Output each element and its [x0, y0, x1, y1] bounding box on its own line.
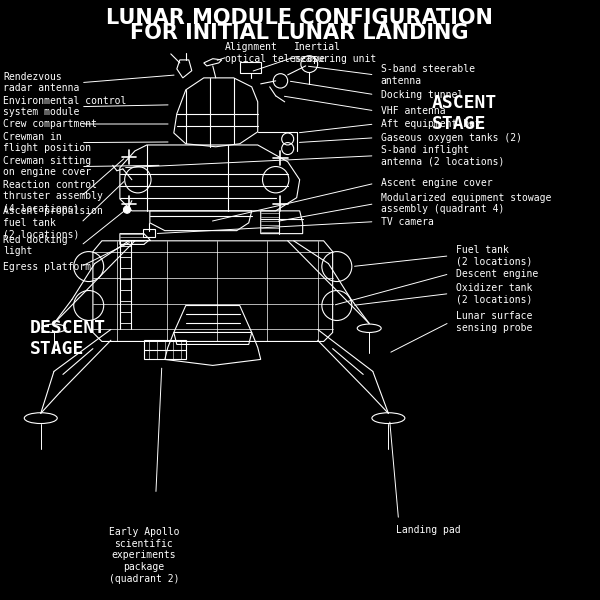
- Text: Crewman sitting
on engine cover: Crewman sitting on engine cover: [3, 156, 91, 178]
- Text: Red docking
light: Red docking light: [3, 235, 68, 256]
- Text: Rendezvous
radar antenna: Rendezvous radar antenna: [3, 72, 79, 94]
- Text: Fuel tank
(2 locations): Fuel tank (2 locations): [455, 245, 532, 266]
- Text: Docking tunnel: Docking tunnel: [380, 89, 463, 100]
- Text: Landing pad: Landing pad: [395, 525, 460, 535]
- Text: Alignment
optical telescope: Alignment optical telescope: [225, 42, 325, 64]
- Text: Reaction control
thruster assembly
(4 locations): Reaction control thruster assembly (4 lo…: [3, 180, 103, 213]
- Text: Early Apollo
scientific
experiments
package
(quadrant 2): Early Apollo scientific experiments pack…: [109, 527, 179, 584]
- Text: TV camera: TV camera: [380, 217, 433, 227]
- Text: Gaseous oxygen tanks (2): Gaseous oxygen tanks (2): [380, 133, 521, 143]
- Text: Egress platform: Egress platform: [3, 262, 91, 272]
- Text: Ascent propulsion
fuel tank
(2 locations): Ascent propulsion fuel tank (2 locations…: [3, 206, 103, 239]
- Text: DESCENT
STAGE: DESCENT STAGE: [30, 319, 106, 358]
- Text: Ascent engine cover: Ascent engine cover: [380, 178, 492, 188]
- Text: S-band inflight
antenna (2 locations): S-band inflight antenna (2 locations): [380, 145, 504, 167]
- Text: Descent engine: Descent engine: [455, 269, 538, 279]
- Text: Modularized equipment stowage
assembly (quadrant 4): Modularized equipment stowage assembly (…: [380, 193, 551, 214]
- Text: Aft equipment bay: Aft equipment bay: [380, 119, 481, 129]
- Text: VHF antenna: VHF antenna: [380, 106, 445, 116]
- Text: Inertial
measuring unit: Inertial measuring unit: [293, 42, 376, 64]
- Text: Oxidizer tank
(2 locations): Oxidizer tank (2 locations): [455, 283, 532, 304]
- Text: ASCENT
STAGE: ASCENT STAGE: [431, 94, 497, 133]
- Text: Environmental control
system module: Environmental control system module: [3, 96, 127, 118]
- Text: Lunar surface
sensing probe: Lunar surface sensing probe: [455, 311, 532, 333]
- Text: Crew compartment: Crew compartment: [3, 119, 97, 129]
- Text: S-band steerable
antenna: S-band steerable antenna: [380, 64, 475, 86]
- Text: LUNAR MODULE CONFIGURATION: LUNAR MODULE CONFIGURATION: [106, 8, 493, 28]
- Bar: [143, 229, 155, 236]
- Circle shape: [124, 206, 131, 213]
- Text: Crewman in
flight position: Crewman in flight position: [3, 132, 91, 154]
- Text: FOR INITIAL LUNAR LANDING: FOR INITIAL LUNAR LANDING: [130, 23, 469, 43]
- Bar: [240, 62, 261, 73]
